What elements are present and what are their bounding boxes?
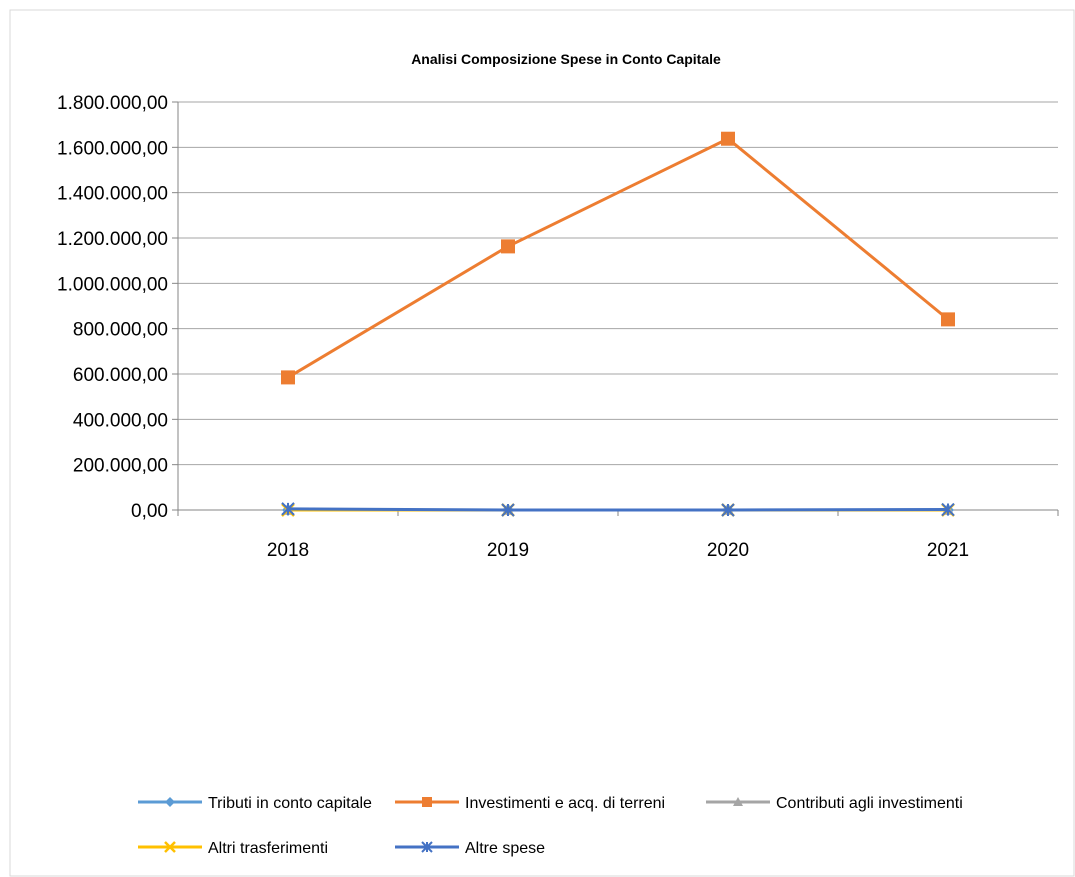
x-tick-label: 2020 [707, 540, 749, 561]
legend-marker [421, 841, 433, 853]
legend-marker [733, 797, 743, 806]
legend-item: Tributi in conto capitale [138, 795, 372, 812]
y-tick-label: 1.400.000,00 [57, 184, 168, 205]
legend: Tributi in conto capitale Investimenti e … [138, 795, 963, 857]
y-tick-label: 1.600.000,00 [57, 138, 168, 159]
data-point [941, 312, 955, 327]
data-point [281, 370, 295, 385]
y-tick-label: 600.000,00 [73, 365, 168, 386]
legend-item: Altre spese [395, 840, 545, 857]
data-point [721, 131, 735, 146]
y-tick-label: 1.800.000,00 [57, 93, 168, 114]
x-tick-label: 2019 [487, 540, 529, 561]
series-line [287, 507, 949, 512]
legend-label: Altri trasferimenti [208, 840, 328, 857]
y-tick-label: 800.000,00 [73, 320, 168, 341]
data-point [501, 503, 515, 517]
data-point [281, 502, 295, 516]
gridlines [178, 101, 1058, 466]
x-axis-ticks: 2018 2019 2020 2021 [267, 540, 969, 561]
chart-border [9, 9, 1075, 877]
y-axis-ticks: 0,00 200.000,00 400.000,00 600.000,00 800.00… [57, 93, 168, 522]
series-1 [281, 131, 955, 385]
x-tick-label: 2018 [267, 540, 309, 561]
legend-label: Contributi agli investimenti [776, 795, 963, 812]
y-tick-label: 200.000,00 [73, 456, 168, 477]
legend-item: Investimenti e acq. di terreni [395, 795, 665, 812]
data-point [941, 502, 955, 517]
series-4 [281, 502, 955, 517]
series-line [287, 137, 949, 379]
legend-label: Investimenti e acq. di terreni [465, 795, 665, 812]
chart-title: Analisi Composizione Spese in Conto Capi… [411, 51, 721, 67]
y-tick-label: 0,00 [131, 501, 168, 522]
legend-marker [165, 797, 175, 807]
y-tick-label: 1.200.000,00 [57, 229, 168, 250]
y-tick-label: 400.000,00 [73, 410, 168, 431]
legend-label: Tributi in conto capitale [208, 795, 372, 812]
legend-item: Contributi agli investimenti [706, 795, 963, 812]
legend-label: Altre spese [465, 840, 545, 857]
x-tick-label: 2021 [927, 540, 969, 561]
legend-marker [422, 797, 432, 807]
y-tick-label: 1.000.000,00 [57, 274, 168, 295]
data-point [501, 239, 515, 254]
legend-marker [164, 841, 176, 853]
series [281, 131, 955, 517]
data-point [721, 503, 735, 517]
legend-item: Altri trasferimenti [138, 840, 328, 857]
